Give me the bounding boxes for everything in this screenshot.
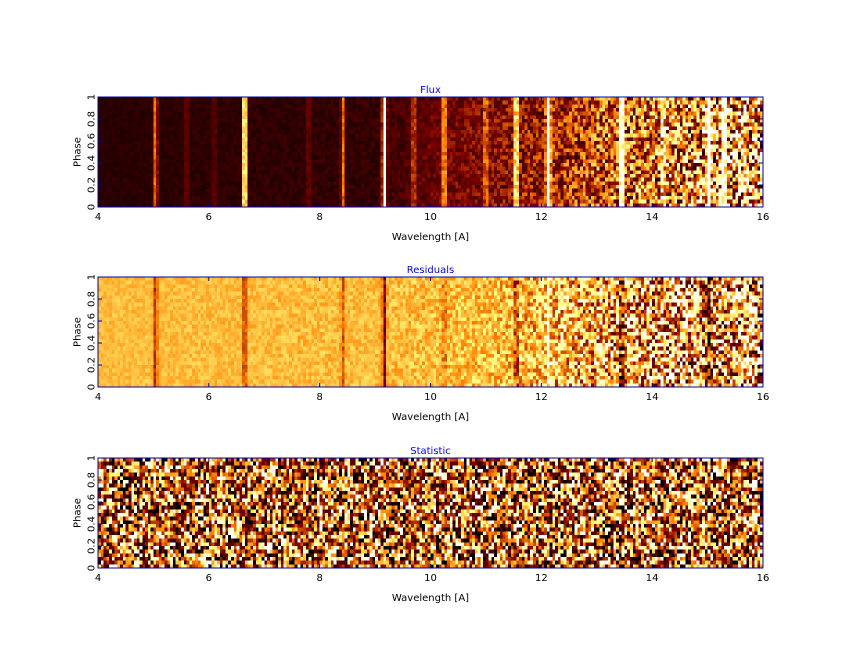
- x-tick-label: 12: [535, 392, 548, 403]
- heatmap-image: [98, 277, 763, 387]
- x-tick-label: 6: [206, 392, 212, 403]
- x-tick-label: 4: [95, 573, 101, 584]
- x-axis-label: Wavelength [A]: [392, 412, 469, 423]
- x-tick-label: 16: [757, 212, 770, 223]
- y-tick-label: 0.4: [87, 335, 98, 351]
- y-tick-label: 0.2: [87, 177, 98, 193]
- y-tick-label: 0.8: [87, 111, 98, 127]
- x-tick-label: 8: [316, 212, 322, 223]
- chart-panel-flux: Flux 4 6 8 10 12 14 16 0 0.2 0.4 0.6 0.8 1 Wavelength …: [73, 85, 770, 243]
- chart-panel-residuals: Residuals 4 6 8 10 12 14 16 0 0.2 0.4 0.6 0.8 1 Wavele…: [73, 265, 770, 423]
- x-tick-label: 14: [646, 392, 659, 403]
- y-tick-label: 0.2: [87, 357, 98, 373]
- x-tick-label: 6: [206, 573, 212, 584]
- y-tick-label: 0.6: [87, 133, 98, 149]
- y-tick-label: 0.2: [87, 538, 98, 554]
- x-tick-label: 4: [95, 212, 101, 223]
- x-tick-label: 14: [646, 573, 659, 584]
- y-axis-label: Phase: [73, 498, 84, 528]
- x-tick-label: 10: [424, 212, 437, 223]
- x-tick-label: 12: [535, 573, 548, 584]
- x-tick-label: 16: [757, 392, 770, 403]
- heatmap-image: [98, 97, 763, 207]
- y-axis-label: Phase: [73, 317, 84, 347]
- chart-title: Flux: [420, 85, 441, 96]
- y-tick-label: 0: [87, 204, 98, 210]
- y-tick-label: 0.8: [87, 291, 98, 307]
- y-tick-label: 0.4: [87, 155, 98, 171]
- y-tick-label: 1: [87, 274, 98, 280]
- x-tick-label: 10: [424, 573, 437, 584]
- y-tick-label: 0.4: [87, 516, 98, 532]
- x-axis-label: Wavelength [A]: [392, 232, 469, 243]
- y-tick-label: 1: [87, 455, 98, 461]
- chart-title: Residuals: [407, 265, 454, 276]
- x-tick-label: 6: [206, 212, 212, 223]
- x-axis-label: Wavelength [A]: [392, 593, 469, 604]
- y-tick-label: 0.6: [87, 494, 98, 510]
- x-tick-label: 10: [424, 392, 437, 403]
- heatmap-image: [98, 458, 763, 568]
- y-tick-label: 0: [87, 384, 98, 390]
- x-tick-label: 4: [95, 392, 101, 403]
- x-tick-label: 8: [316, 392, 322, 403]
- x-tick-label: 16: [757, 573, 770, 584]
- x-tick-label: 8: [316, 573, 322, 584]
- y-tick-label: 0.6: [87, 313, 98, 329]
- y-tick-label: 0: [87, 565, 98, 571]
- y-tick-label: 1: [87, 94, 98, 100]
- y-tick-label: 0.8: [87, 472, 98, 488]
- x-tick-label: 14: [646, 212, 659, 223]
- chart-panel-statistic: Statistic 4 6 8 10 12 14 16 0 0.2 0.4 0.6 0.8 1 Wavele…: [73, 446, 770, 604]
- y-axis-label: Phase: [73, 137, 84, 167]
- chart-title: Statistic: [410, 446, 451, 457]
- x-tick-label: 12: [535, 212, 548, 223]
